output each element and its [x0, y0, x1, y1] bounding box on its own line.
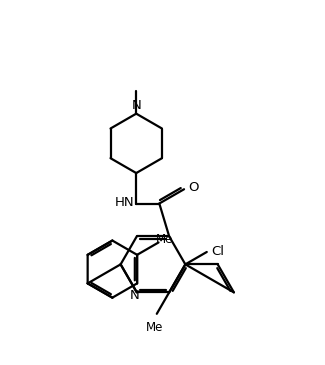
Text: Me: Me — [156, 233, 173, 246]
Text: Cl: Cl — [211, 246, 224, 258]
Text: N: N — [130, 289, 140, 302]
Text: N: N — [131, 99, 141, 112]
Text: HN: HN — [115, 196, 134, 209]
Text: O: O — [188, 181, 198, 194]
Text: Me: Me — [146, 321, 163, 334]
